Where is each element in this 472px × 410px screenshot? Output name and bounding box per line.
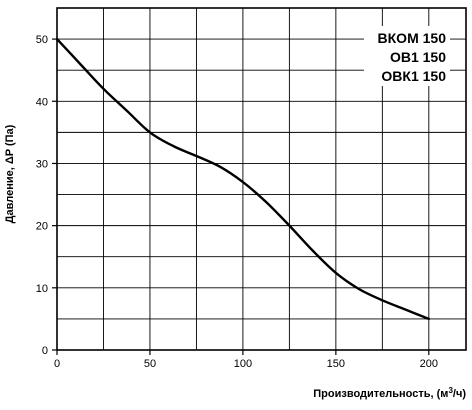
- axis-ticks: [52, 38, 430, 355]
- y-tick-label: 40: [36, 96, 48, 108]
- grid: [57, 8, 466, 350]
- y-tick-label: 50: [36, 34, 48, 46]
- y-tick-label: 10: [36, 283, 48, 295]
- legend: ВКОМ 150 ОВ1 150 ОВК1 150: [364, 26, 450, 86]
- y-tick-label: 20: [36, 221, 48, 233]
- x-tick-label: 100: [234, 358, 252, 370]
- legend-background: [364, 26, 450, 86]
- x-tick-label: 200: [420, 358, 438, 370]
- series-line: [55, 37, 430, 321]
- tick-labels: 0 50 100 150 200 0 10 20 30 40 50: [36, 34, 438, 370]
- x-tick-label: 50: [144, 358, 156, 370]
- legend-entry: ОВК1 150: [381, 68, 446, 84]
- x-tick-label: 150: [327, 358, 345, 370]
- x-axis-label: Производительность, (м3/ч): [313, 386, 466, 400]
- legend-entry: ОВ1 150: [390, 49, 446, 65]
- y-tick-label: 0: [42, 345, 48, 357]
- y-axis-label: Давление, ΔP (Па): [4, 124, 16, 223]
- legend-entry: ВКОМ 150: [378, 30, 447, 46]
- plot-frame: [56, 7, 467, 351]
- x-tick-label: 0: [54, 358, 60, 370]
- y-tick-label: 30: [36, 158, 48, 170]
